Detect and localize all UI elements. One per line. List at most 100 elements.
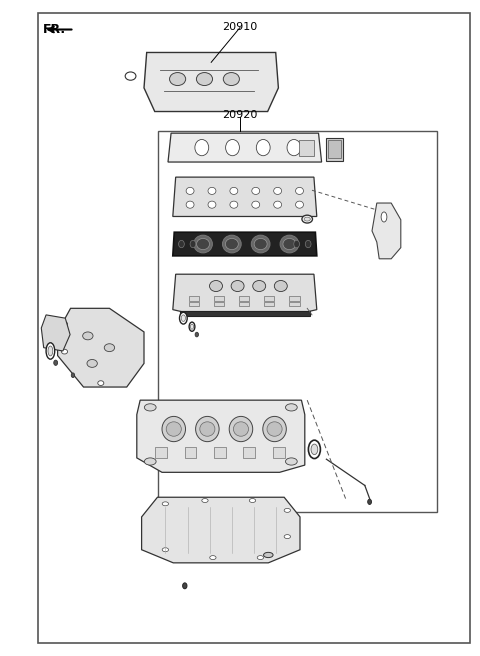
Bar xyxy=(239,302,249,306)
Ellipse shape xyxy=(179,240,184,248)
Ellipse shape xyxy=(274,188,282,194)
Ellipse shape xyxy=(104,344,115,352)
Ellipse shape xyxy=(223,235,241,253)
Ellipse shape xyxy=(253,281,266,291)
Ellipse shape xyxy=(189,322,195,331)
Ellipse shape xyxy=(311,444,318,455)
Ellipse shape xyxy=(61,321,68,327)
Ellipse shape xyxy=(210,556,216,560)
Ellipse shape xyxy=(186,201,194,208)
Ellipse shape xyxy=(125,72,136,80)
Ellipse shape xyxy=(257,556,264,560)
Bar xyxy=(189,296,199,300)
Bar xyxy=(264,302,275,306)
Bar xyxy=(214,296,224,300)
Ellipse shape xyxy=(296,201,303,208)
Ellipse shape xyxy=(263,417,287,441)
Bar xyxy=(156,447,167,458)
Ellipse shape xyxy=(202,499,208,502)
Ellipse shape xyxy=(254,238,267,250)
Ellipse shape xyxy=(195,140,209,155)
Ellipse shape xyxy=(162,548,168,552)
Ellipse shape xyxy=(208,188,216,194)
Ellipse shape xyxy=(230,201,238,208)
Ellipse shape xyxy=(54,360,58,365)
Ellipse shape xyxy=(287,140,301,155)
Polygon shape xyxy=(168,133,322,162)
Ellipse shape xyxy=(302,215,312,223)
Ellipse shape xyxy=(226,238,238,250)
Bar xyxy=(289,296,300,300)
Ellipse shape xyxy=(196,73,213,85)
Ellipse shape xyxy=(252,188,260,194)
Ellipse shape xyxy=(144,403,156,411)
Ellipse shape xyxy=(181,315,185,321)
Ellipse shape xyxy=(195,332,199,337)
Ellipse shape xyxy=(71,373,75,378)
Ellipse shape xyxy=(98,380,104,386)
Polygon shape xyxy=(173,232,317,256)
Ellipse shape xyxy=(284,508,290,512)
Ellipse shape xyxy=(274,201,282,208)
Ellipse shape xyxy=(209,281,223,291)
Ellipse shape xyxy=(249,499,256,502)
Polygon shape xyxy=(173,177,317,216)
Polygon shape xyxy=(372,203,401,258)
Ellipse shape xyxy=(274,281,287,291)
Ellipse shape xyxy=(304,217,310,221)
Bar xyxy=(180,311,310,316)
Ellipse shape xyxy=(208,201,216,208)
Ellipse shape xyxy=(294,240,300,248)
Ellipse shape xyxy=(286,403,297,411)
Ellipse shape xyxy=(166,422,181,436)
Ellipse shape xyxy=(186,188,194,194)
Ellipse shape xyxy=(252,201,260,208)
Polygon shape xyxy=(142,497,300,563)
Ellipse shape xyxy=(61,349,68,354)
Ellipse shape xyxy=(194,235,213,253)
Bar xyxy=(189,302,199,306)
Ellipse shape xyxy=(381,212,387,222)
Ellipse shape xyxy=(252,235,270,253)
Ellipse shape xyxy=(280,235,299,253)
Bar xyxy=(243,447,255,458)
Ellipse shape xyxy=(197,238,209,250)
Ellipse shape xyxy=(180,312,187,324)
Ellipse shape xyxy=(162,502,168,506)
Ellipse shape xyxy=(200,422,215,436)
Ellipse shape xyxy=(283,238,296,250)
Text: FR.: FR. xyxy=(43,23,66,36)
Polygon shape xyxy=(58,308,144,387)
Ellipse shape xyxy=(182,583,187,589)
Bar xyxy=(326,138,343,161)
Ellipse shape xyxy=(223,73,240,85)
Polygon shape xyxy=(144,52,278,112)
Ellipse shape xyxy=(368,499,372,504)
Bar xyxy=(264,296,275,300)
Ellipse shape xyxy=(256,140,270,155)
Ellipse shape xyxy=(196,417,219,441)
Ellipse shape xyxy=(46,342,55,359)
Ellipse shape xyxy=(309,440,321,459)
Ellipse shape xyxy=(231,281,244,291)
Ellipse shape xyxy=(267,422,282,436)
Bar xyxy=(214,447,226,458)
Ellipse shape xyxy=(48,346,53,356)
Bar xyxy=(328,140,341,158)
Ellipse shape xyxy=(83,332,93,340)
Polygon shape xyxy=(173,274,317,312)
Bar xyxy=(289,302,300,306)
Ellipse shape xyxy=(284,535,290,539)
Ellipse shape xyxy=(264,552,273,558)
Ellipse shape xyxy=(190,240,196,248)
Text: 20920: 20920 xyxy=(222,110,258,120)
Polygon shape xyxy=(137,400,305,472)
Ellipse shape xyxy=(162,417,185,441)
Ellipse shape xyxy=(286,458,297,465)
Bar xyxy=(158,131,437,512)
Ellipse shape xyxy=(229,417,253,441)
Bar xyxy=(214,302,224,306)
Bar xyxy=(273,447,285,458)
Polygon shape xyxy=(41,315,70,351)
Bar xyxy=(185,447,196,458)
